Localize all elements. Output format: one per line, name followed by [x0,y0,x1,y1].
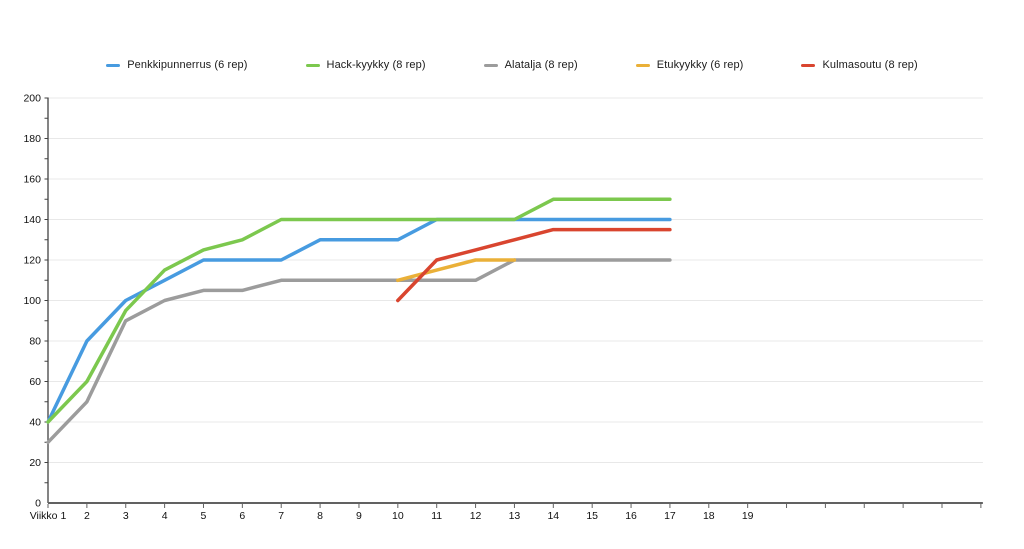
legend-swatch-icon [305,63,320,67]
x-tick-label: 4 [162,510,168,522]
x-tick-label: 5 [201,510,207,522]
legend-label: Hack-kyykky (8 rep) [326,59,426,71]
y-tick-label: 100 [23,295,41,307]
legend-swatch-icon [801,63,816,67]
x-tick-label: 8 [317,510,323,522]
x-tick-label: 19 [742,510,754,522]
x-tick-label: 2 [84,510,90,522]
legend-item-hack-kyykky[interactable]: Hack-kyykky (8 rep) [305,59,426,71]
x-tick-label: 10 [392,510,404,522]
series-alatalja [46,258,672,445]
series-penkkipunnerrus [46,217,672,424]
x-tick-label: Viikko 1 [30,510,67,522]
x-tick-label: 9 [356,510,362,522]
x-tick-label: 6 [239,510,245,522]
legend-label: Kulmasoutu (8 rep) [822,59,918,71]
y-axis: 0 20 40 60 80 100 120 140 160 180 200 [23,93,49,510]
y-tick-label: 120 [23,255,41,267]
legend-swatch-icon [106,63,121,67]
x-tick-label: 3 [123,510,129,522]
y-tick-label: 80 [29,336,41,348]
x-tick-label: 13 [509,510,521,522]
y-tick-label: 40 [29,417,41,429]
x-tick-label: 7 [278,510,284,522]
x-tick-label: 17 [664,510,676,522]
y-tick-label: 60 [29,376,41,388]
chart-legend: Penkkipunnerrus (6 rep) Hack-kyykky (8 r… [0,59,1024,71]
legend-item-alatalja[interactable]: Alatalja (8 rep) [483,59,578,71]
x-tick-label: 14 [547,510,559,522]
y-tick-label: 180 [23,133,41,145]
y-tick-label: 160 [23,174,41,186]
x-tick-label: 15 [586,510,598,522]
legend-swatch-icon [635,63,650,67]
y-tick-label: 0 [35,498,41,510]
series-kulmasoutu [396,227,672,303]
y-tick-label: 140 [23,214,41,226]
series-etukyykky [396,258,517,283]
legend-item-penkkipunnerrus[interactable]: Penkkipunnerrus (6 rep) [106,59,247,71]
x-axis: Viikko 1 2 3 4 5 6 7 8 9 10 11 12 13 14 15 16 17 18 19 [30,502,983,522]
legend-swatch-icon [483,63,498,67]
x-tick-label: 11 [431,510,442,522]
legend-item-kulmasoutu[interactable]: Kulmasoutu (8 rep) [801,59,918,71]
legend-label: Etukyykky (6 rep) [656,59,744,71]
x-tick-label: 18 [703,510,715,522]
x-tick-label: 12 [470,510,482,522]
series-hack-kyykky [46,197,672,424]
x-tick-label: 16 [625,510,637,522]
y-tick-label: 20 [29,457,41,469]
y-tick-label: 200 [23,93,41,105]
legend-label: Alatalja (8 rep) [504,59,578,71]
gridlines [48,97,983,463]
legend-item-etukyykky[interactable]: Etukyykky (6 rep) [635,59,744,71]
legend-label: Penkkipunnerrus (6 rep) [127,59,248,71]
